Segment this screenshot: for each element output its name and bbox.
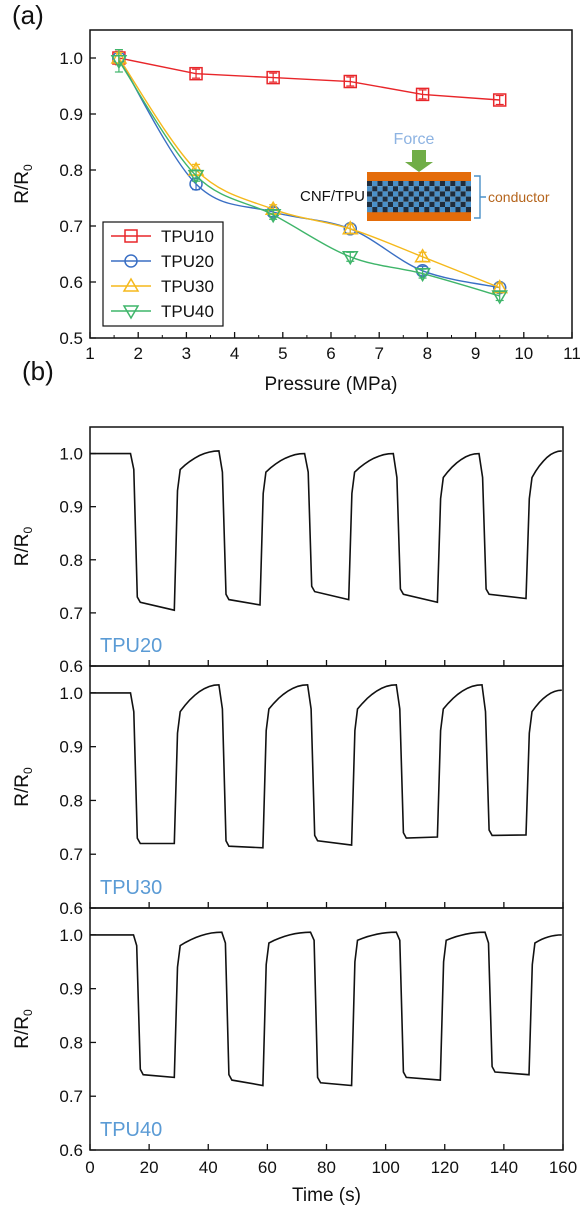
- x-tick-label-b: 0: [85, 1158, 94, 1177]
- x-tick-label-b: 60: [258, 1158, 277, 1177]
- x-tick-label-a: 3: [182, 344, 191, 363]
- x-tick-label-a: 7: [374, 344, 383, 363]
- x-tick-label-b: 160: [549, 1158, 577, 1177]
- x-axis-label-b: Time (s): [292, 1185, 361, 1206]
- y-tick-label-tpu40: 1.0: [59, 926, 83, 945]
- y-tick-label-a: 0.9: [59, 105, 83, 124]
- y-axis-label-tpu40: R/R0: [12, 1009, 35, 1049]
- inset-conductor-label: conductor: [488, 189, 550, 205]
- legend-label-tpu20: TPU20: [161, 252, 214, 271]
- data-point-tpu10: [189, 66, 203, 81]
- force-arrow-icon: [405, 150, 433, 172]
- data-point-tpu10: [415, 87, 430, 102]
- y-tick-label-tpu20: 0.9: [59, 498, 83, 517]
- series-line-tpu30: [118, 57, 500, 289]
- legend-marker-tpu10: [124, 229, 138, 243]
- x-tick-label-a: 2: [133, 344, 142, 363]
- data-point-tpu10: [266, 70, 280, 85]
- data-point-tpu40: [414, 267, 431, 283]
- legend-marker-tpu20: [124, 254, 138, 268]
- x-tick-label-a: 11: [563, 344, 581, 363]
- legend-label-tpu30: TPU30: [161, 277, 214, 296]
- data-point-tpu10: [343, 74, 358, 89]
- y-tick-label-tpu20: 1.0: [59, 445, 83, 464]
- bottom-electrode: [367, 212, 471, 221]
- trace-tpu40: [90, 931, 562, 1087]
- legend-box: [102, 221, 224, 327]
- subplot-label-tpu20: TPU20: [100, 635, 162, 657]
- y-tick-label-a: 0.6: [59, 273, 83, 292]
- trace-tpu20: [90, 450, 562, 612]
- svg-text:R/R0: R/R0: [12, 164, 35, 204]
- x-tick-label-b: 80: [317, 1158, 336, 1177]
- x-axis-label-a: Pressure (MPa): [264, 374, 397, 395]
- conductor-bracket: [474, 175, 486, 219]
- x-tick-label-b: 100: [371, 1158, 399, 1177]
- svg-text:R/R0: R/R0: [12, 767, 35, 807]
- data-point-tpu40: [264, 209, 282, 224]
- x-tick-label-a: 6: [326, 344, 335, 363]
- subplot-frame-tpu30: [89, 665, 564, 909]
- y-tick-label-tpu30: 0.8: [59, 791, 83, 810]
- inset-force-label: Force: [394, 131, 435, 148]
- y-axis-label-tpu30: R/R0: [12, 767, 35, 807]
- y-tick-label-a: 0.7: [59, 217, 83, 236]
- y-tick-label-tpu20: 0.7: [59, 604, 83, 623]
- legend-marker-tpu30: [122, 277, 140, 292]
- data-point-tpu30: [414, 248, 431, 263]
- data-point-tpu40: [341, 251, 359, 266]
- x-tick-label-a: 9: [471, 344, 480, 363]
- composite-mesh: [367, 181, 471, 213]
- y-tick-label-a: 0.5: [59, 329, 83, 348]
- subplot-label-tpu40: TPU40: [100, 1119, 162, 1141]
- legend-label-tpu40: TPU40: [161, 302, 214, 321]
- y-tick-label-tpu30: 1.0: [59, 684, 83, 703]
- x-tick-label-a: 8: [423, 344, 432, 363]
- data-point-tpu40: [491, 290, 509, 305]
- y-tick-label-tpu40: 0.7: [59, 1087, 83, 1106]
- data-point-tpu30: [341, 220, 359, 235]
- y-tick-label-tpu40: 0.9: [59, 980, 83, 999]
- data-point-tpu40: [187, 169, 205, 185]
- y-tick-label-tpu20: 0.8: [59, 551, 83, 570]
- y-tick-label-tpu30: 0.7: [59, 845, 83, 864]
- x-tick-label-a: 10: [514, 344, 533, 363]
- inset-material-label: CNF/TPU: [300, 188, 365, 205]
- data-point-tpu10: [492, 93, 507, 107]
- y-axis-label-a: R/R0: [12, 164, 35, 204]
- x-tick-label-b: 140: [490, 1158, 518, 1177]
- y-axis-label-tpu20: R/R0: [12, 526, 35, 566]
- trace-tpu30: [90, 683, 562, 849]
- x-tick-label-b: 40: [199, 1158, 218, 1177]
- panel-label-b: (b): [22, 356, 54, 386]
- legend-label-tpu10: TPU10: [161, 227, 214, 246]
- x-tick-label-a: 1: [85, 344, 94, 363]
- y-tick-label-tpu30: 0.6: [59, 899, 83, 918]
- x-tick-label-b: 120: [431, 1158, 459, 1177]
- top-electrode: [367, 172, 471, 181]
- x-tick-label-a: 5: [278, 344, 287, 363]
- data-point-tpu40: [110, 55, 128, 70]
- svg-text:R/R0: R/R0: [12, 1009, 35, 1049]
- y-tick-label-tpu20: 0.6: [59, 657, 83, 676]
- y-tick-label-tpu40: 0.6: [59, 1141, 83, 1160]
- subplot-frame-tpu40: [89, 907, 564, 1151]
- legend-marker-tpu40: [122, 305, 140, 320]
- subplot-label-tpu30: TPU30: [100, 877, 162, 899]
- y-tick-label-tpu30: 0.9: [59, 738, 83, 757]
- series-line-tpu10: [118, 57, 500, 101]
- y-tick-label-a: 0.8: [59, 161, 83, 180]
- x-tick-label-a: 4: [230, 344, 239, 363]
- y-tick-label-a: 1.0: [59, 49, 83, 68]
- panel-label-a: (a): [12, 0, 44, 30]
- subplot-frame-tpu20: [89, 426, 564, 667]
- y-tick-label-tpu40: 0.8: [59, 1033, 83, 1052]
- svg-text:R/R0: R/R0: [12, 526, 35, 566]
- x-tick-label-b: 20: [140, 1158, 159, 1177]
